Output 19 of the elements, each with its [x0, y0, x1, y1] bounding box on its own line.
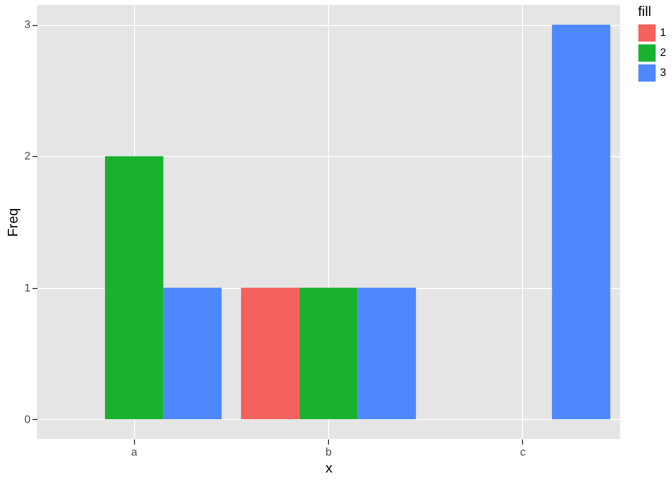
y-tick-label: 3: [24, 19, 30, 32]
legend-label: 3: [660, 67, 666, 79]
legend-label: 2: [660, 47, 666, 59]
x-tick-label: a: [131, 446, 138, 458]
bar: [163, 288, 222, 420]
y-tick-label: 2: [24, 150, 30, 163]
x-axis-title: x: [326, 460, 332, 476]
bar: [105, 156, 164, 420]
y-tick-label: 0: [24, 414, 30, 426]
legend-label: 1: [660, 27, 666, 39]
bar: [299, 288, 358, 420]
y-axis-title: Freq: [4, 208, 20, 237]
x-tick-label: c: [520, 446, 526, 458]
x-tick-label: b: [325, 446, 332, 458]
y-tick-label: 1: [24, 282, 30, 294]
bar: [358, 288, 416, 420]
bar: [552, 24, 610, 420]
legend-title: fill: [638, 3, 652, 19]
bar: [241, 288, 300, 420]
